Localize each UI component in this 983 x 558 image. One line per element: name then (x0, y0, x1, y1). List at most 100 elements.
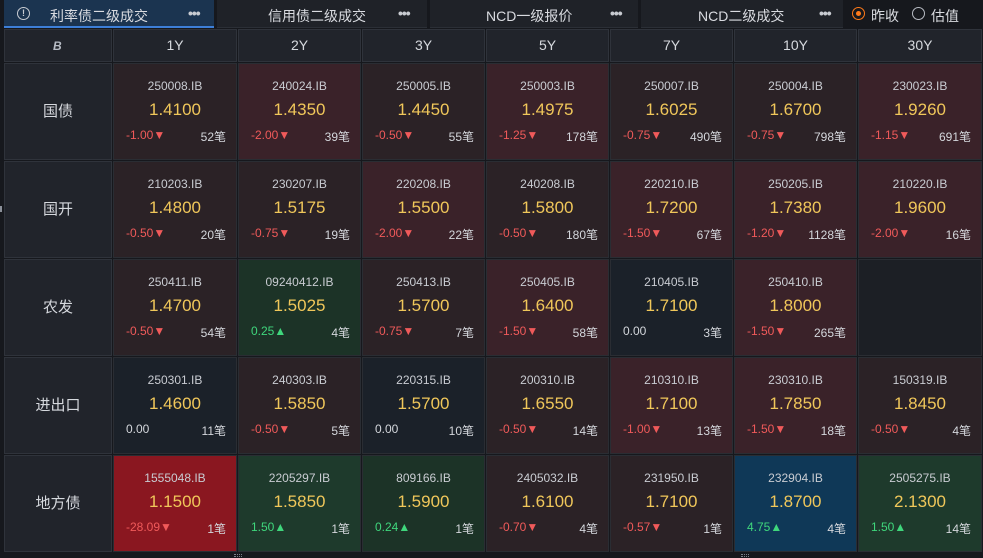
quote-cell[interactable]: 240024.IB 1.4350 -2.00▼ 39笔 (238, 63, 361, 160)
yield-value: 1.6700 (769, 100, 822, 119)
yield-value: 1.6550 (521, 394, 574, 413)
quote-cell[interactable]: 2505275.IB 2.1300 1.50▲ 14笔 (858, 455, 982, 552)
quote-cell[interactable] (858, 259, 982, 356)
tab-label: NCD一级报价 (486, 8, 573, 24)
quote-cell[interactable]: 230023.IB 1.9260 -1.15▼ 691笔 (858, 63, 982, 160)
change-bp: -1.25▼ (499, 128, 539, 142)
change-bp: -1.15▼ (871, 128, 911, 142)
bond-code: 2505275.IB (889, 471, 951, 485)
quote-cell[interactable]: 250008.IB 1.4100 -1.00▼ 52笔 (113, 63, 237, 160)
bond-code: 250405.IB (520, 275, 575, 289)
quote-cell[interactable]: 250301.IB 1.4600 0.00 11笔 (113, 357, 237, 454)
quote-cell[interactable]: 232904.IB 1.8700 4.75▲ 4笔 (734, 455, 857, 552)
quote-cell[interactable]: 210310.IB 1.7100 -1.00▼ 13笔 (610, 357, 733, 454)
quote-cell[interactable]: 809166.IB 1.5900 0.24▲ 1笔 (362, 455, 485, 552)
quote-cell[interactable]: 2405032.IB 1.6100 -0.70▼ 4笔 (486, 455, 609, 552)
bond-code: 230207.IB (272, 177, 327, 191)
trade-count: 22笔 (448, 228, 474, 242)
bond-code: 150319.IB (892, 373, 948, 387)
quote-cell[interactable]: 240208.IB 1.5800 -0.50▼ 180笔 (486, 161, 609, 258)
quote-cell[interactable]: 240303.IB 1.5850 -0.50▼ 5笔 (238, 357, 361, 454)
more-icon[interactable]: ••• (398, 5, 411, 21)
quote-cell[interactable]: 231950.IB 1.7100 -0.57▼ 1笔 (610, 455, 733, 552)
resize-edge-handle[interactable] (0, 206, 2, 212)
change-bp: 4.75▲ (747, 520, 783, 534)
quote-cell[interactable]: 220210.IB 1.7200 -1.50▼ 67笔 (610, 161, 733, 258)
bond-code: 250005.IB (396, 79, 451, 93)
quote-cell[interactable]: 220208.IB 1.5500 -2.00▼ 22笔 (362, 161, 485, 258)
quote-cell[interactable]: 250003.IB 1.4975 -1.25▼ 178笔 (486, 63, 609, 160)
change-bp: 0.25▲ (251, 324, 287, 338)
row-header[interactable]: 地方债 (4, 455, 112, 552)
more-icon[interactable]: ••• (610, 5, 623, 21)
tab-label: 利率债二级成交 (50, 8, 148, 24)
bottom-resize-grip[interactable] (741, 554, 749, 557)
row-header[interactable]: 国开 (4, 161, 112, 258)
bond-code: 240024.IB (272, 79, 327, 93)
trade-count: 4笔 (827, 522, 846, 536)
trade-count: 1128笔 (808, 228, 846, 242)
bond-code: 250007.IB (644, 79, 699, 93)
quote-cell[interactable]: 150319.IB 1.8450 -0.50▼ 4笔 (858, 357, 982, 454)
change-bp: -1.00▼ (623, 422, 663, 436)
yield-value: 1.7200 (645, 198, 698, 217)
info-icon[interactable]: ! (17, 7, 30, 20)
trade-count: 7笔 (455, 326, 474, 340)
change-bp: -0.50▼ (126, 324, 166, 338)
column-header-30y[interactable]: 30Y (858, 29, 982, 62)
trade-count: 67笔 (696, 228, 722, 242)
change-bp: -0.75▼ (623, 128, 663, 142)
quote-cell[interactable]: 230310.IB 1.7850 -1.50▼ 18笔 (734, 357, 857, 454)
quote-cell[interactable]: 250410.IB 1.8000 -1.50▼ 265笔 (734, 259, 857, 356)
quote-cell[interactable]: 250005.IB 1.4450 -0.50▼ 55笔 (362, 63, 485, 160)
column-header-5y[interactable]: 5Y (486, 29, 609, 62)
bond-code: 250008.IB (147, 79, 203, 93)
yield-value: 1.9260 (894, 100, 946, 119)
quote-cell[interactable]: 250413.IB 1.5700 -0.75▼ 7笔 (362, 259, 485, 356)
change-bp: -1.00▼ (126, 128, 166, 142)
quote-cell[interactable]: 210220.IB 1.9600 -2.00▼ 16笔 (858, 161, 982, 258)
column-header-10y[interactable]: 10Y (734, 29, 857, 62)
bond-logo-icon: B (53, 39, 62, 53)
quote-cell[interactable]: 2205297.IB 1.5850 1.50▲ 1笔 (238, 455, 361, 552)
quote-cell[interactable]: 1555048.IB 1.1500 -28.09▼ 1笔 (113, 455, 237, 552)
row-header[interactable]: 进出口 (4, 357, 112, 454)
quote-cell[interactable]: 250411.IB 1.4700 -0.50▼ 54笔 (113, 259, 237, 356)
yield-value: 1.8450 (894, 394, 946, 413)
quote-cell[interactable]: 200310.IB 1.6550 -0.50▼ 14笔 (486, 357, 609, 454)
quote-cell[interactable]: 250007.IB 1.6025 -0.75▼ 490笔 (610, 63, 733, 160)
column-header-2y[interactable]: 2Y (238, 29, 361, 62)
quote-cell[interactable]: 210203.IB 1.4800 -0.50▼ 20笔 (113, 161, 237, 258)
column-header-1y[interactable]: 1Y (113, 29, 237, 62)
change-bp: 1.50▲ (871, 520, 907, 534)
quote-cell[interactable]: 09240412.IB 1.5025 0.25▲ 4笔 (238, 259, 361, 356)
change-bp: -0.57▼ (623, 520, 663, 534)
quote-cell[interactable]: 210405.IB 1.7100 0.00 3笔 (610, 259, 733, 356)
yield-matrix: B 1Y 2Y 3Y 5Y 7Y 10Y 30Y 国债 250008.IB 1.4100 -1.00… (0, 29, 983, 558)
more-icon[interactable]: ••• (819, 5, 832, 21)
yield-value: 1.8700 (769, 492, 822, 511)
yield-value: 1.7850 (769, 394, 822, 413)
row-header[interactable]: 国债 (4, 63, 112, 160)
quote-cell[interactable]: 250205.IB 1.7380 -1.20▼ 1128笔 (734, 161, 857, 258)
yield-value: 1.5700 (397, 394, 450, 413)
tab-ncd-primary-quote[interactable]: NCD一级报价 ••• (430, 0, 638, 28)
bond-code: 220210.IB (644, 177, 699, 191)
column-header-3y[interactable]: 3Y (362, 29, 485, 62)
quote-cell[interactable]: 220315.IB 1.5700 0.00 10笔 (362, 357, 485, 454)
quote-cell[interactable]: 250004.IB 1.6700 -0.75▼ 798笔 (734, 63, 857, 160)
tab-credit-bond-secondary[interactable]: 信用债二级成交 ••• (217, 0, 427, 28)
tab-rate-bond-secondary[interactable]: ! 利率债二级成交 ••• (4, 0, 214, 28)
quote-cell[interactable]: 250405.IB 1.6400 -1.50▼ 58笔 (486, 259, 609, 356)
column-header-7y[interactable]: 7Y (610, 29, 733, 62)
bottom-resize-grip[interactable] (234, 554, 242, 557)
quote-cell[interactable]: 230207.IB 1.5175 -0.75▼ 19笔 (238, 161, 361, 258)
row-header[interactable]: 农发 (4, 259, 112, 356)
tab-ncd-secondary[interactable]: NCD二级成交 ••• (641, 0, 843, 28)
more-icon[interactable]: ••• (188, 5, 201, 21)
trade-count: 1笔 (703, 522, 722, 536)
yield-value: 1.8000 (769, 296, 822, 315)
trade-count: 4笔 (579, 522, 598, 536)
change-bp: -0.50▼ (251, 422, 291, 436)
trade-count: 265笔 (813, 326, 846, 340)
